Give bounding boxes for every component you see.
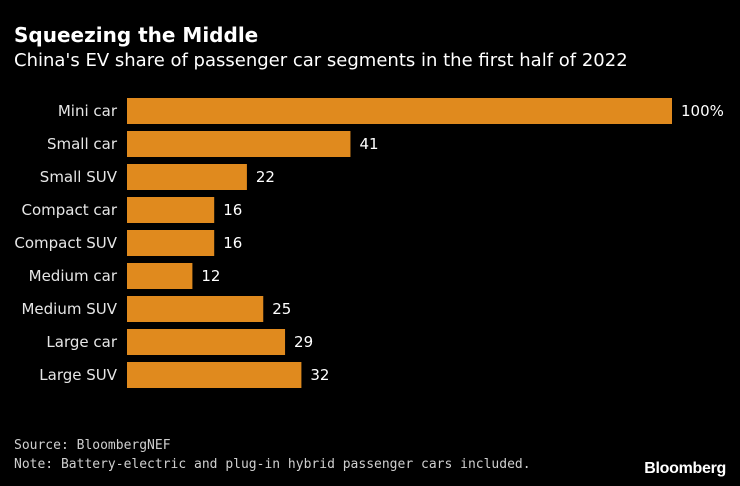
category-label-small-car: Small car — [47, 135, 118, 153]
value-label-medium-suv: 25 — [272, 300, 291, 318]
value-label-large-suv: 32 — [310, 366, 329, 384]
category-label-mini-car: Mini car — [58, 102, 118, 120]
category-label-medium-car: Medium car — [29, 267, 118, 285]
bloomberg-logo: Bloomberg — [644, 460, 726, 477]
value-label-medium-car: 12 — [201, 267, 220, 285]
bar-medium-suv — [127, 296, 264, 322]
category-label-large-suv: Large SUV — [39, 366, 117, 384]
bar-medium-car — [127, 263, 193, 289]
value-label-small-suv: 22 — [256, 168, 275, 186]
value-label-small-car: 41 — [359, 135, 378, 153]
category-label-compact-suv: Compact SUV — [14, 234, 117, 252]
value-label-mini-car: 100% — [681, 102, 724, 120]
chart-title: Squeezing the Middle — [14, 23, 259, 47]
bar-compact-car — [127, 197, 215, 223]
source-note: Source: BloombergNEF — [14, 438, 171, 453]
value-label-large-car: 29 — [294, 333, 313, 351]
category-label-compact-car: Compact car — [22, 201, 118, 219]
footnote: Note: Battery-electric and plug-in hybri… — [14, 457, 531, 472]
category-label-medium-suv: Medium SUV — [21, 300, 117, 318]
category-label-large-car: Large car — [46, 333, 117, 351]
bar-small-suv — [127, 164, 247, 190]
category-label-small-suv: Small SUV — [40, 168, 118, 186]
bar-mini-car — [127, 98, 672, 124]
chart-subtitle: China's EV share of passenger car segmen… — [14, 50, 628, 71]
bar-small-car — [127, 131, 351, 157]
value-label-compact-car: 16 — [223, 201, 242, 219]
bar-compact-suv — [127, 230, 215, 256]
bar-large-car — [127, 329, 286, 355]
value-label-compact-suv: 16 — [223, 234, 242, 252]
bar-large-suv — [127, 362, 302, 388]
